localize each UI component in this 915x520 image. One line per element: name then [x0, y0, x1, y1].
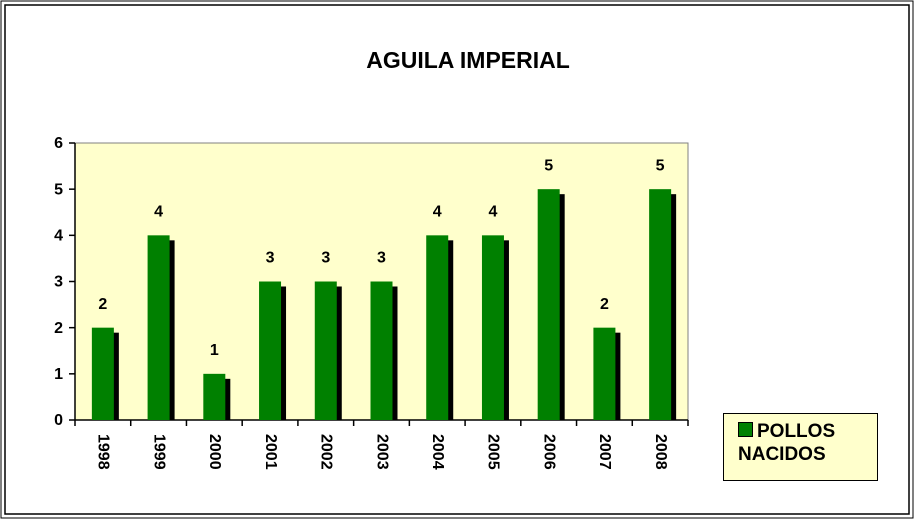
- x-tick-label: 2003: [373, 434, 390, 470]
- bar: [259, 281, 282, 420]
- data-label: 3: [377, 250, 386, 267]
- x-tick-label: 2006: [540, 434, 557, 470]
- bar: [91, 327, 114, 420]
- bar: [537, 189, 560, 420]
- x-tick-label: 2000: [206, 434, 223, 470]
- y-tick-label: 5: [54, 181, 63, 198]
- y-tick-label: 1: [54, 366, 63, 383]
- bar: [147, 235, 170, 420]
- bar: [426, 235, 449, 420]
- data-label: 2: [98, 296, 107, 313]
- data-label: 5: [544, 157, 553, 174]
- x-tick-label: 2002: [318, 434, 335, 470]
- chart-title: AGUILA IMPERIAL: [366, 47, 570, 73]
- data-label: 4: [154, 204, 163, 221]
- y-tick-label: 4: [54, 228, 63, 245]
- data-label: 3: [321, 250, 330, 267]
- x-tick-label: 2005: [485, 434, 502, 470]
- data-label: 5: [656, 157, 665, 174]
- data-label: 3: [266, 250, 275, 267]
- x-tick-label: 2001: [262, 434, 279, 470]
- bar: [481, 235, 504, 420]
- bar: [314, 281, 337, 420]
- legend: POLLOS NACIDOS: [723, 413, 878, 481]
- x-tick-label: 1999: [150, 434, 167, 470]
- legend-swatch: [738, 422, 753, 437]
- data-label: 2: [600, 296, 609, 313]
- y-tick-label: 6: [54, 135, 63, 152]
- bar: [593, 327, 616, 420]
- x-tick-label: 1998: [95, 434, 112, 470]
- x-tick-label: 2008: [652, 434, 669, 470]
- bar: [649, 189, 672, 420]
- data-label: 4: [489, 204, 498, 221]
- y-tick-label: 0: [54, 412, 63, 429]
- legend-label: POLLOS NACIDOS: [738, 421, 836, 465]
- y-tick-label: 2: [54, 320, 63, 337]
- y-tick-label: 3: [54, 274, 63, 291]
- x-tick-label: 2004: [429, 434, 446, 470]
- bar: [370, 281, 393, 420]
- bar: [203, 373, 226, 420]
- data-label: 4: [433, 204, 442, 221]
- x-tick-label: 2007: [596, 434, 613, 470]
- data-label: 1: [210, 342, 219, 359]
